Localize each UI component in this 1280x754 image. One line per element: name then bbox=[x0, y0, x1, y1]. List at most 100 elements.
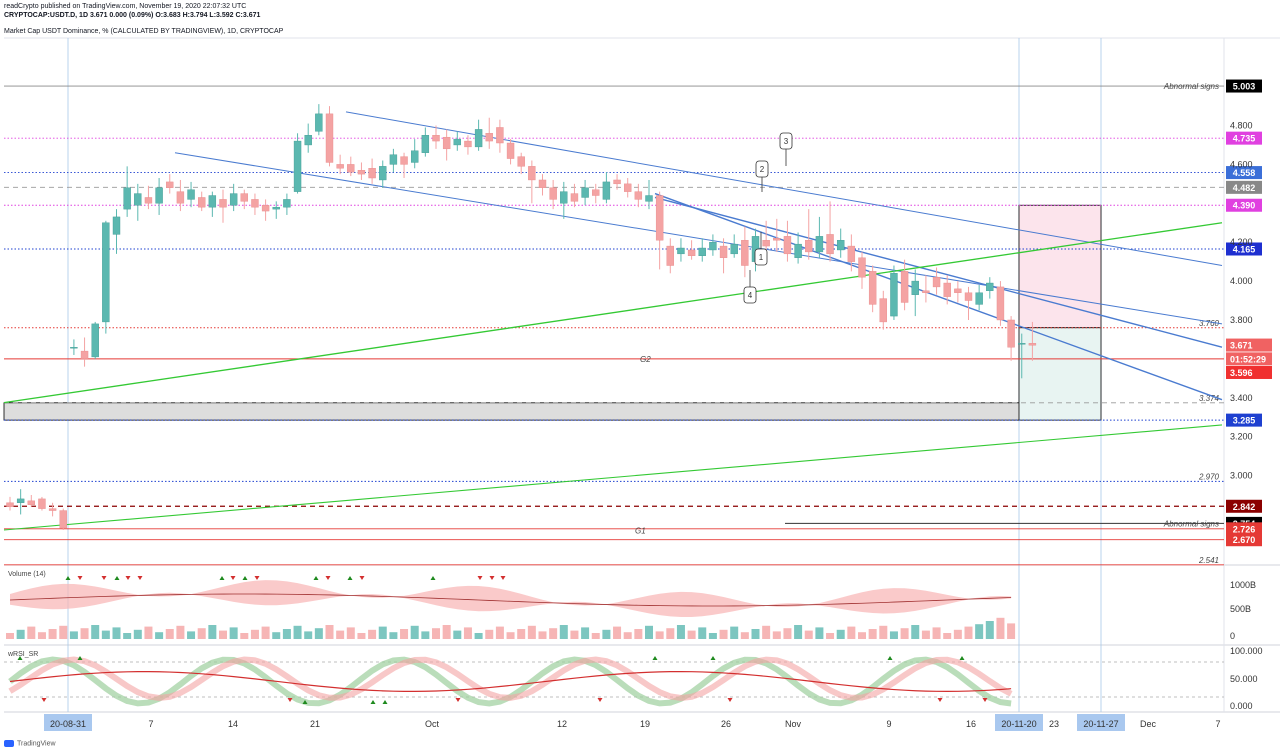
volume-bar bbox=[229, 627, 238, 639]
volume-bar bbox=[794, 625, 803, 639]
candle bbox=[400, 152, 408, 179]
candle bbox=[613, 174, 621, 190]
candle bbox=[687, 240, 696, 260]
candle-body bbox=[379, 166, 387, 181]
candle-body bbox=[975, 292, 983, 305]
candle bbox=[283, 193, 291, 215]
candle bbox=[1007, 316, 1015, 361]
y-tick-label: 3.200 bbox=[1230, 432, 1253, 442]
candle bbox=[197, 191, 206, 212]
volume-bar bbox=[165, 629, 174, 639]
volume-bar bbox=[911, 625, 920, 639]
candle bbox=[1018, 333, 1026, 379]
level-tag-label: 2.842 bbox=[1233, 502, 1256, 512]
volume-bar bbox=[91, 625, 100, 639]
callout-box bbox=[754, 248, 768, 266]
candle-body bbox=[166, 181, 174, 188]
candle bbox=[741, 226, 749, 278]
candle-body bbox=[411, 150, 419, 163]
y-tick-label: 3.000 bbox=[1230, 471, 1253, 481]
candle-body bbox=[229, 193, 238, 206]
candle bbox=[538, 174, 547, 196]
x-tick-label: 23 bbox=[1049, 719, 1059, 729]
volume-title: Volume (14) bbox=[8, 571, 46, 578]
volume-bar bbox=[240, 633, 249, 639]
level-tag bbox=[1226, 533, 1262, 547]
buy-marker-icon bbox=[430, 576, 436, 580]
candle bbox=[112, 209, 121, 254]
candle bbox=[432, 125, 440, 149]
candle bbox=[655, 191, 664, 270]
volume-bar bbox=[623, 632, 632, 639]
footer-brand[interactable]: TradingView bbox=[4, 740, 56, 747]
x-tick-label: 21 bbox=[310, 719, 320, 729]
volume-bar bbox=[570, 630, 579, 639]
candle bbox=[549, 179, 557, 210]
volume-bar bbox=[421, 631, 430, 639]
candle-body bbox=[964, 292, 973, 301]
buy-marker-icon bbox=[313, 576, 319, 580]
candle-body bbox=[315, 113, 323, 132]
volume-bar bbox=[762, 625, 771, 639]
volume-bar bbox=[740, 632, 749, 639]
volume-band bbox=[10, 580, 1012, 618]
candle-body bbox=[719, 245, 728, 258]
x-tick-label: 19 bbox=[640, 719, 650, 729]
candle bbox=[166, 174, 174, 194]
candle-body bbox=[38, 498, 46, 509]
callout-label: 3 bbox=[784, 137, 789, 146]
candle-body bbox=[687, 249, 696, 257]
rsi-tick: 0.000 bbox=[1230, 701, 1253, 711]
candle-body bbox=[453, 138, 461, 146]
tradingview-logo-icon bbox=[4, 740, 14, 747]
x-tick-highlight bbox=[1077, 714, 1125, 731]
candle-body bbox=[261, 205, 270, 212]
candle-body bbox=[655, 195, 664, 241]
volume-bar bbox=[400, 629, 409, 639]
volume-bar bbox=[783, 628, 792, 639]
level-tag bbox=[1226, 242, 1262, 256]
volume-bar bbox=[964, 626, 973, 639]
volume-tick: 1000B bbox=[1230, 580, 1256, 590]
candle bbox=[48, 502, 57, 517]
candle-body bbox=[134, 193, 142, 206]
candle bbox=[38, 496, 46, 511]
volume-bar bbox=[730, 626, 739, 639]
x-tick-label: Nov bbox=[785, 719, 802, 729]
level-tag-label: 4.735 bbox=[1233, 134, 1256, 144]
volume-bar bbox=[495, 626, 504, 639]
sell-marker-icon bbox=[137, 576, 143, 580]
x-tick-label: Oct bbox=[425, 719, 440, 729]
candle-body bbox=[1028, 343, 1037, 346]
volume-bar bbox=[975, 624, 984, 639]
chart-title: Market Cap USDT Dominance, % (CALCULATED… bbox=[4, 28, 284, 35]
volume-bar bbox=[112, 627, 121, 639]
callout-box bbox=[755, 160, 769, 178]
buy-marker-icon bbox=[65, 576, 71, 580]
candle-body bbox=[837, 240, 845, 251]
candle-body bbox=[16, 498, 25, 503]
buy-marker-icon bbox=[652, 656, 658, 660]
volume-bar bbox=[847, 626, 856, 639]
volume-bar bbox=[772, 631, 781, 639]
volume-bar bbox=[314, 628, 323, 639]
volume-bar bbox=[261, 626, 270, 639]
candle bbox=[251, 193, 259, 215]
buy-marker-icon bbox=[242, 576, 248, 580]
candle bbox=[219, 189, 227, 223]
candle-body bbox=[794, 243, 802, 258]
time-axis: 20-08-31 7 14 21 Oct 12 19 26 Nov 9 16 20-11-20 23 20… bbox=[44, 714, 1221, 731]
trend-line bbox=[654, 192, 1223, 401]
candle bbox=[134, 183, 142, 221]
candle-body bbox=[645, 195, 653, 202]
volume-bar bbox=[921, 630, 930, 639]
volume-bar bbox=[549, 628, 558, 639]
y-tick-label: 4.600 bbox=[1230, 159, 1253, 169]
sell-marker-icon bbox=[77, 576, 83, 580]
candle-body bbox=[805, 240, 813, 253]
candle bbox=[592, 183, 600, 204]
candle-body bbox=[890, 273, 898, 317]
candle bbox=[900, 259, 909, 311]
volume-bar bbox=[613, 626, 622, 639]
